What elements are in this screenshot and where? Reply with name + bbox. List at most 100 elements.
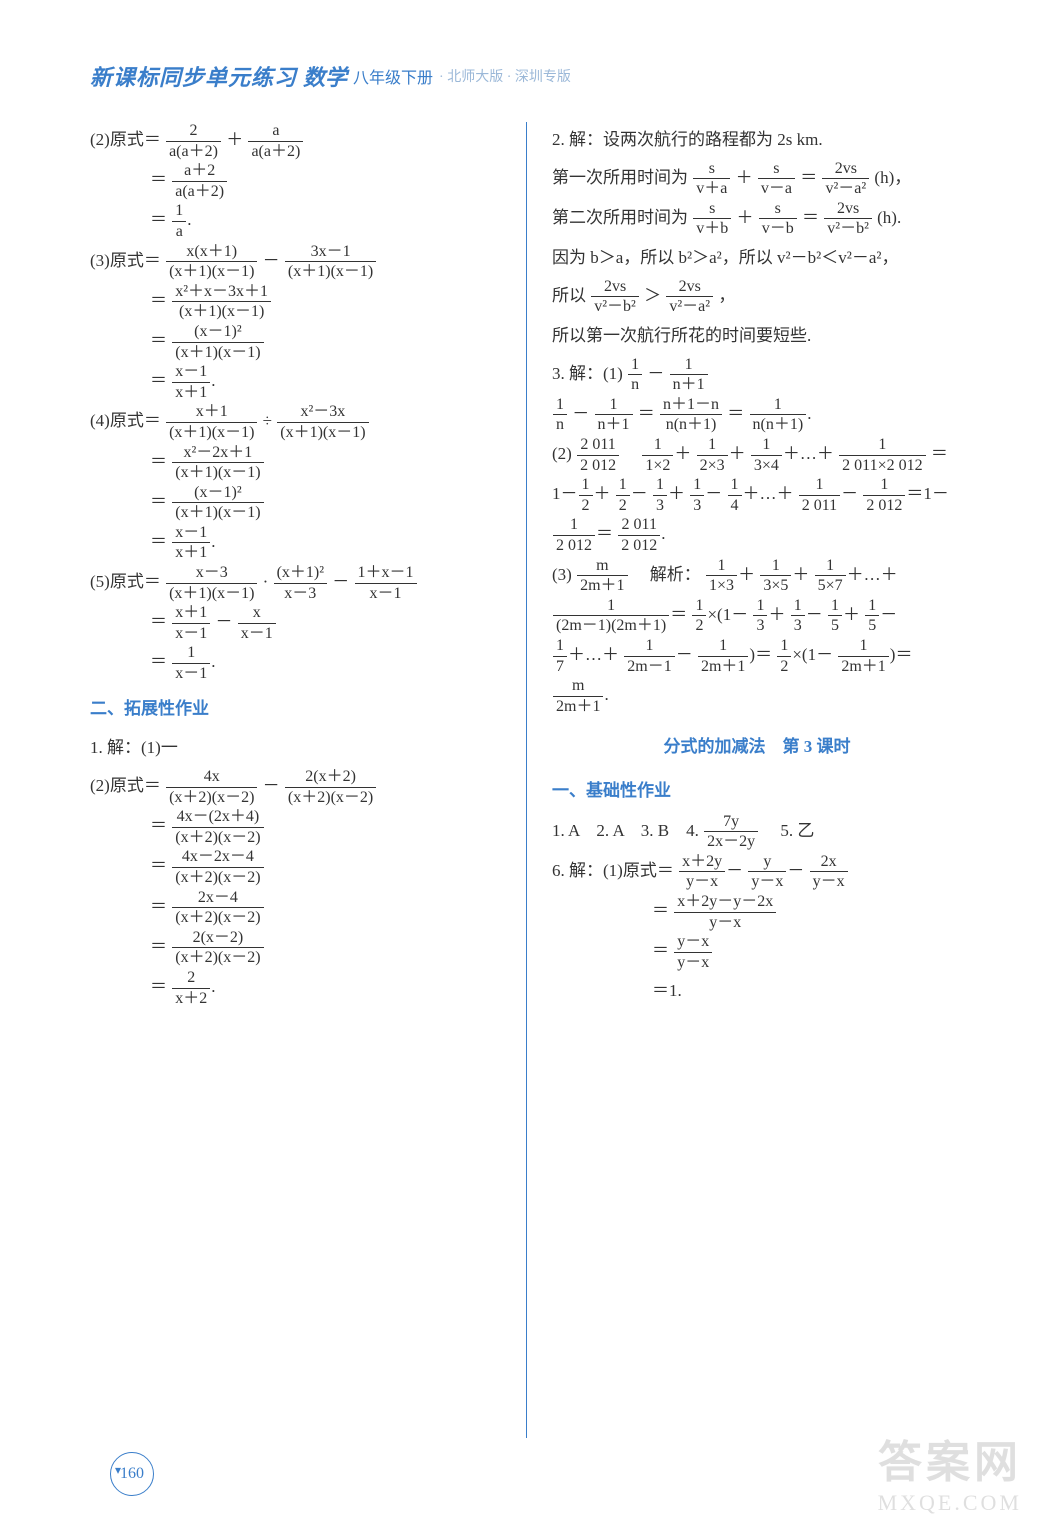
fraction: 1a <box>172 202 186 240</box>
fraction: sv＋b <box>693 200 731 238</box>
r2-time1: 第一次所用时间为 sv＋a ＋ sv－a ＝ 2vsv²－a² (h)， <box>552 160 962 198</box>
fraction: 15 <box>828 597 842 635</box>
period: . <box>211 977 215 996</box>
fraction: 13×5 <box>760 557 791 595</box>
ext-q2-line3: ＝ 4x－2x－4(x＋2)(x－2) <box>90 848 506 886</box>
fraction: yy－x <box>748 853 786 891</box>
ext-q2-line6: ＝ 2x＋2. <box>90 969 506 1007</box>
ext-q2-line1: (2)原式＝ 4x(x＋2)(x－2) － 2(x＋2)(x＋2)(x－2) <box>90 768 506 806</box>
period: . <box>211 532 215 551</box>
fraction: 12m－1 <box>624 637 674 675</box>
expr-4-line2: ＝ x²－2x＋1(x＋1)(x－1) <box>90 444 506 482</box>
fraction: 2 0112 012 <box>577 436 619 474</box>
txt: 第一次所用时间为 <box>552 168 688 187</box>
label: (2)原式＝ <box>90 776 161 795</box>
label: (3) <box>552 565 572 584</box>
fraction: sv－b <box>759 200 797 238</box>
r2-therefore: 所以 2vsv²－b² ＞ 2vsv²－a² ， <box>552 278 962 316</box>
fraction: 12 <box>777 637 791 675</box>
fraction: x－3(x＋1)(x－1) <box>166 564 257 602</box>
fraction: 12m＋1 <box>838 637 888 675</box>
fraction: 12×3 <box>697 436 728 474</box>
fraction: a＋2a(a＋2) <box>172 162 227 200</box>
fraction: (x－1)²(x＋1)(x－1) <box>172 323 263 361</box>
expr-2-line1: (2)原式＝ 2a(a＋2) ＋ aa(a＋2) <box>90 122 506 160</box>
fraction: x－1x＋1 <box>172 363 210 401</box>
fraction: 12 011 <box>799 476 840 514</box>
fraction: 1＋x－1x－1 <box>355 564 417 602</box>
eq: ＝ <box>150 652 167 671</box>
fraction: x²＋x－3x＋1(x＋1)(x－1) <box>172 283 271 321</box>
fraction: 3x－1(x＋1)(x－1) <box>285 243 376 281</box>
fraction: 12m＋1 <box>698 637 748 675</box>
eq: ＝ <box>150 937 167 956</box>
r2-intro: 2. 解：设两次航行的路程都为 2s km. <box>552 122 962 158</box>
txt: 第二次所用时间为 <box>552 208 688 227</box>
eq: ＝ <box>150 532 167 551</box>
fraction: 4x－2x－4(x＋2)(x－2) <box>172 848 263 886</box>
page-number: ▾ 160 <box>110 1452 154 1496</box>
label: (4)原式＝ <box>90 411 161 430</box>
fraction: x＋2y－y－2xy－x <box>674 893 776 931</box>
fraction: (x－1)²(x＋1)(x－1) <box>172 484 263 522</box>
ext-q1: 1. 解：(1)一 <box>90 730 506 766</box>
answers-row: 1. A 2. A 3. B 4. 7y2x－2y 5. 乙 <box>552 813 962 851</box>
fraction: 2vsv²－b² <box>591 278 639 316</box>
q6-line1: 6. 解：(1)原式＝ x＋2yy－x－ yy－x－ 2xy－x <box>552 853 962 891</box>
r2-conclusion: 所以第一次航行所花的时间要短些. <box>552 318 962 354</box>
fraction: 1n＋1 <box>595 396 633 434</box>
header-subject: 数学 <box>303 60 347 92</box>
txt: (h)， <box>874 168 911 187</box>
section-heading-ext: 二、拓展性作业 <box>90 691 506 727</box>
q6-line4: ＝1. <box>552 973 962 1009</box>
txt: 1. A 2. A 3. B 4. <box>552 821 703 840</box>
fraction: x(x＋1)(x＋1)(x－1) <box>166 243 257 281</box>
fraction: sv－a <box>758 160 795 198</box>
q6-line3: ＝ y－xy－x <box>552 933 962 971</box>
fraction: m2m＋1 <box>577 557 627 595</box>
fraction: 4x－(2x＋4)(x＋2)(x－2) <box>172 808 263 846</box>
fraction: 1n＋1 <box>670 356 708 394</box>
fraction: 12 <box>616 476 630 514</box>
fraction: sv＋a <box>693 160 730 198</box>
expr-5-line2: ＝ x＋1x－1 － xx－1 <box>90 604 506 642</box>
eq: ＝ <box>150 816 167 835</box>
txt: (h). <box>877 208 901 227</box>
section-heading-basic: 一、基础性作业 <box>552 773 962 809</box>
fraction: 2 0112 012 <box>618 516 660 554</box>
r3-2c: 12 012＝ 2 0112 012. <box>552 516 962 554</box>
right-column: 2. 解：设两次航行的路程都为 2s km. 第一次所用时间为 sv＋a ＋ s… <box>526 122 962 1438</box>
r3-3b: 1(2m－1)(2m＋1)＝ 12×(1－ 13＋ 13－ 15＋ 15－ <box>552 597 962 635</box>
fraction: 13 <box>791 597 805 635</box>
label: (2)原式＝ <box>90 130 161 149</box>
page-root: 新课标同步单元练习 数学 八年级下册 · 北师大版 · 深圳专版 (2)原式＝ … <box>0 0 1042 1536</box>
txt: ， <box>718 286 735 305</box>
fraction: x²－2x＋1(x＋1)(x－1) <box>172 444 263 482</box>
label: 3. 解：(1) <box>552 364 623 383</box>
label: (3)原式＝ <box>90 251 161 270</box>
r3-2b: 1－12＋ 12－ 13＋ 13－ 14＋…＋ 12 011－ 12 012＝1… <box>552 476 962 514</box>
eq: ＝ <box>150 371 167 390</box>
page-number-value: 160 <box>120 1465 144 1483</box>
down-arrow-icon: ▾ <box>115 1463 121 1478</box>
fraction: 12 011×2 012 <box>839 436 925 474</box>
fraction: 15 <box>865 597 879 635</box>
fraction: 14 <box>728 476 742 514</box>
expr-4-line1: (4)原式＝ x＋1(x＋1)(x－1) ÷ x²－3x(x＋1)(x－1) <box>90 403 506 441</box>
ext-q2-line4: ＝ 2x－4(x＋2)(x－2) <box>90 889 506 927</box>
fraction: x＋1(x＋1)(x－1) <box>166 403 257 441</box>
eq: ＝ <box>931 444 948 463</box>
txt: 5. 乙 <box>763 821 814 840</box>
fraction: (x＋1)²x－3 <box>274 564 327 602</box>
r2-time2: 第二次所用时间为 sv＋b ＋ sv－b ＝ 2vsv²－b² (h). <box>552 200 962 238</box>
expr-2-line2: ＝ a＋2a(a＋2) <box>90 162 506 200</box>
fraction: 1n <box>628 356 642 394</box>
eq: ＝ <box>150 856 167 875</box>
expr-5-line3: ＝ 1x－1. <box>90 644 506 682</box>
fraction: 11×2 <box>642 436 673 474</box>
fraction: x＋1x－1 <box>172 604 210 642</box>
r3-3a: (3) m2m＋1 解析： 11×3＋ 13×5＋ 15×7＋…＋ <box>552 557 962 595</box>
ext-q2-line5: ＝ 2(x－2)(x＋2)(x－2) <box>90 929 506 967</box>
fraction: 2vsv²－a² <box>666 278 713 316</box>
fraction: 7y2x－2y <box>704 813 758 851</box>
